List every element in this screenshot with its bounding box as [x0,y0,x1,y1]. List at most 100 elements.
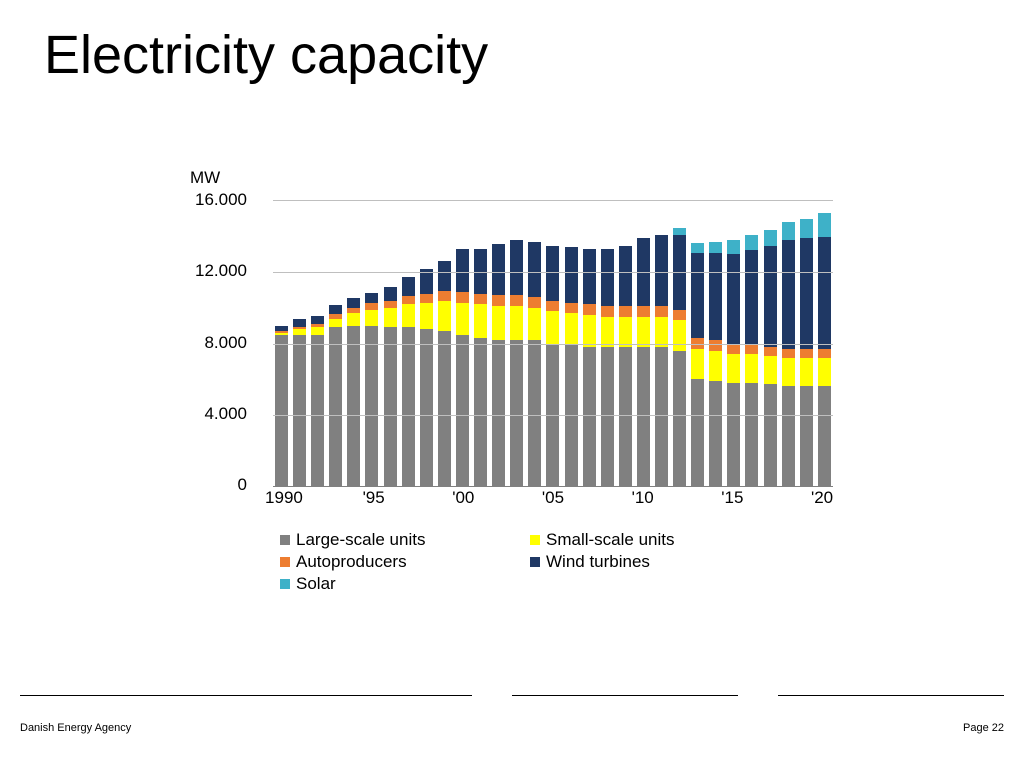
legend-label: Small-scale units [546,530,675,550]
seg-small [727,354,740,383]
legend-item-small: Small-scale units [530,530,780,550]
bar-1995 [365,293,378,486]
seg-wind [565,247,578,302]
legend-swatch-icon [280,579,290,589]
seg-wind [727,254,740,345]
page-title: Electricity capacity [44,24,488,86]
seg-solar [745,235,758,250]
seg-small [782,358,795,387]
gridline [273,344,833,345]
seg-solar [691,243,704,253]
seg-small [546,311,559,343]
seg-large [583,347,596,486]
seg-small [456,303,469,335]
legend-swatch-icon [280,535,290,545]
bar-2014 [709,242,722,486]
seg-wind [329,305,342,314]
seg-small [311,327,324,334]
seg-auto [510,295,523,306]
seg-wind [800,238,813,348]
seg-auto [800,349,813,358]
plot-area [273,200,833,487]
seg-large [456,335,469,486]
seg-auto [474,294,487,305]
seg-wind [818,237,831,349]
seg-auto [709,340,722,351]
seg-auto [782,349,795,358]
seg-solar [709,242,722,253]
bar-2002 [492,244,505,486]
legend-swatch-icon [280,557,290,567]
seg-large [619,347,632,486]
bar-1990 [275,326,288,486]
seg-auto [420,294,433,303]
slide: Electricity capacity MW 1990'95'00'05'10… [0,0,1024,768]
legend: Large-scale unitsSmall-scale unitsAutopr… [280,530,800,596]
seg-wind [583,249,596,304]
ytick-label: 12.000 [167,261,247,281]
seg-wind [782,240,795,349]
seg-small [492,306,505,340]
y-axis-unit: MW [190,168,220,188]
seg-solar [727,240,740,254]
seg-wind [655,235,668,306]
seg-large [745,383,758,486]
xtick-label: '20 [811,488,833,508]
seg-large [673,351,686,486]
bar-2010 [637,238,650,486]
seg-wind [601,249,614,306]
ytick-label: 4.000 [167,404,247,424]
seg-auto [528,297,541,308]
seg-small [673,320,686,350]
seg-small [402,304,415,327]
seg-small [565,313,578,345]
seg-large [709,381,722,486]
seg-large [727,383,740,486]
seg-auto [818,349,831,358]
seg-large [510,340,523,486]
bar-2013 [691,243,704,486]
bar-2004 [528,242,541,486]
seg-auto [492,295,505,306]
seg-auto [655,306,668,317]
bar-2020 [818,213,831,486]
seg-large [384,327,397,486]
seg-wind [619,246,632,307]
bar-1992 [311,316,324,486]
legend-item-solar: Solar [280,574,530,594]
seg-wind [745,250,758,344]
seg-auto [673,310,686,321]
bar-1993 [329,305,342,486]
bar-2009 [619,246,632,486]
seg-auto [583,304,596,315]
seg-large [474,338,487,486]
seg-large [655,347,668,486]
seg-small [691,349,704,379]
seg-auto [619,306,632,317]
seg-small [800,358,813,387]
bar-2012 [673,228,686,486]
legend-item-wind: Wind turbines [530,552,780,572]
legend-swatch-icon [530,535,540,545]
ytick-label: 0 [167,475,247,495]
seg-large [275,335,288,486]
legend-label: Large-scale units [296,530,425,550]
xtick-label: '95 [363,488,385,508]
bar-2001 [474,249,487,486]
bar-2007 [583,249,596,486]
legend-row: Large-scale units Small-scale units [280,530,800,552]
bar-1996 [384,287,397,487]
footer-source: Danish Energy Agency [20,722,131,734]
bar-2018 [782,222,795,486]
seg-small [745,354,758,383]
seg-auto [546,301,559,312]
seg-wind [510,240,523,295]
seg-wind [764,246,777,348]
seg-large [601,347,614,486]
seg-wind [492,244,505,296]
seg-auto [745,344,758,354]
seg-small [583,315,596,347]
seg-small [329,319,342,328]
seg-wind [347,298,360,308]
capacity-chart: 1990'95'00'05'10'15'20 04.0008.00012.000… [185,190,845,500]
